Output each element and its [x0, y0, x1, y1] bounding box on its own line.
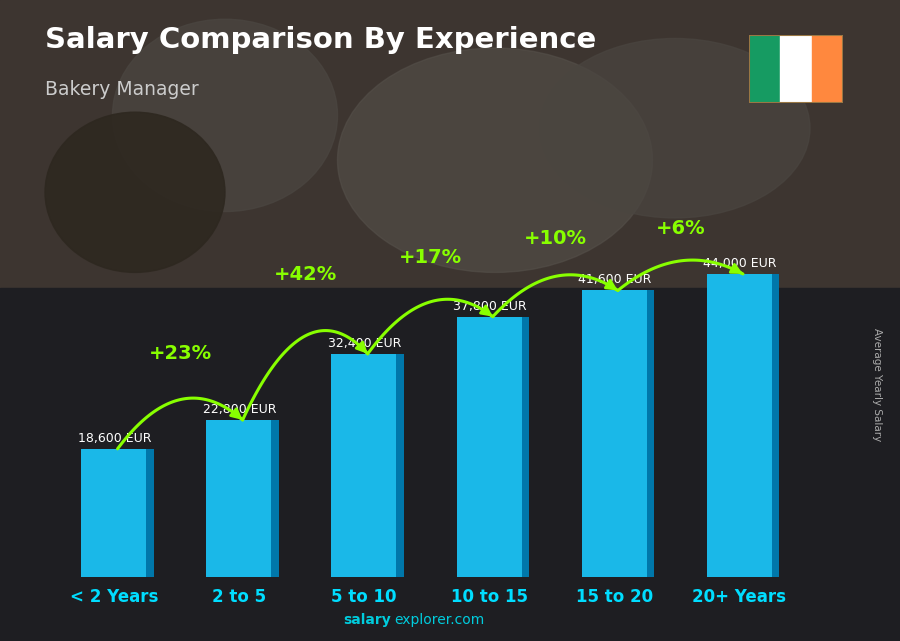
Bar: [706, 274, 771, 577]
Polygon shape: [522, 317, 529, 577]
Text: +10%: +10%: [524, 229, 587, 248]
Bar: [331, 354, 397, 577]
Ellipse shape: [338, 48, 652, 272]
Ellipse shape: [540, 38, 810, 218]
Bar: [780, 35, 812, 103]
Text: +17%: +17%: [399, 248, 462, 267]
Text: 32,400 EUR: 32,400 EUR: [328, 337, 401, 350]
Bar: [812, 35, 843, 103]
Polygon shape: [646, 290, 654, 577]
Text: +42%: +42%: [274, 265, 337, 283]
Bar: [581, 290, 646, 577]
Text: 44,000 EUR: 44,000 EUR: [703, 257, 777, 270]
Bar: [206, 420, 272, 577]
Text: +23%: +23%: [148, 344, 211, 363]
Bar: [81, 449, 147, 577]
Text: salary: salary: [344, 613, 392, 627]
Text: explorer.com: explorer.com: [394, 613, 484, 627]
Text: Bakery Manager: Bakery Manager: [45, 80, 199, 99]
Text: 37,800 EUR: 37,800 EUR: [453, 299, 526, 313]
Ellipse shape: [45, 112, 225, 272]
Bar: [0, 288, 900, 641]
Text: +6%: +6%: [655, 219, 706, 238]
Polygon shape: [147, 449, 154, 577]
Text: Average Yearly Salary: Average Yearly Salary: [872, 328, 883, 441]
Ellipse shape: [112, 19, 338, 212]
Polygon shape: [771, 274, 779, 577]
Bar: [749, 35, 780, 103]
Text: Salary Comparison By Experience: Salary Comparison By Experience: [45, 26, 596, 54]
Bar: [0, 0, 900, 288]
Bar: [456, 317, 522, 577]
Text: 41,600 EUR: 41,600 EUR: [578, 273, 652, 287]
Polygon shape: [397, 354, 404, 577]
Text: 22,800 EUR: 22,800 EUR: [202, 403, 276, 416]
Text: 18,600 EUR: 18,600 EUR: [77, 431, 151, 445]
Polygon shape: [272, 420, 279, 577]
